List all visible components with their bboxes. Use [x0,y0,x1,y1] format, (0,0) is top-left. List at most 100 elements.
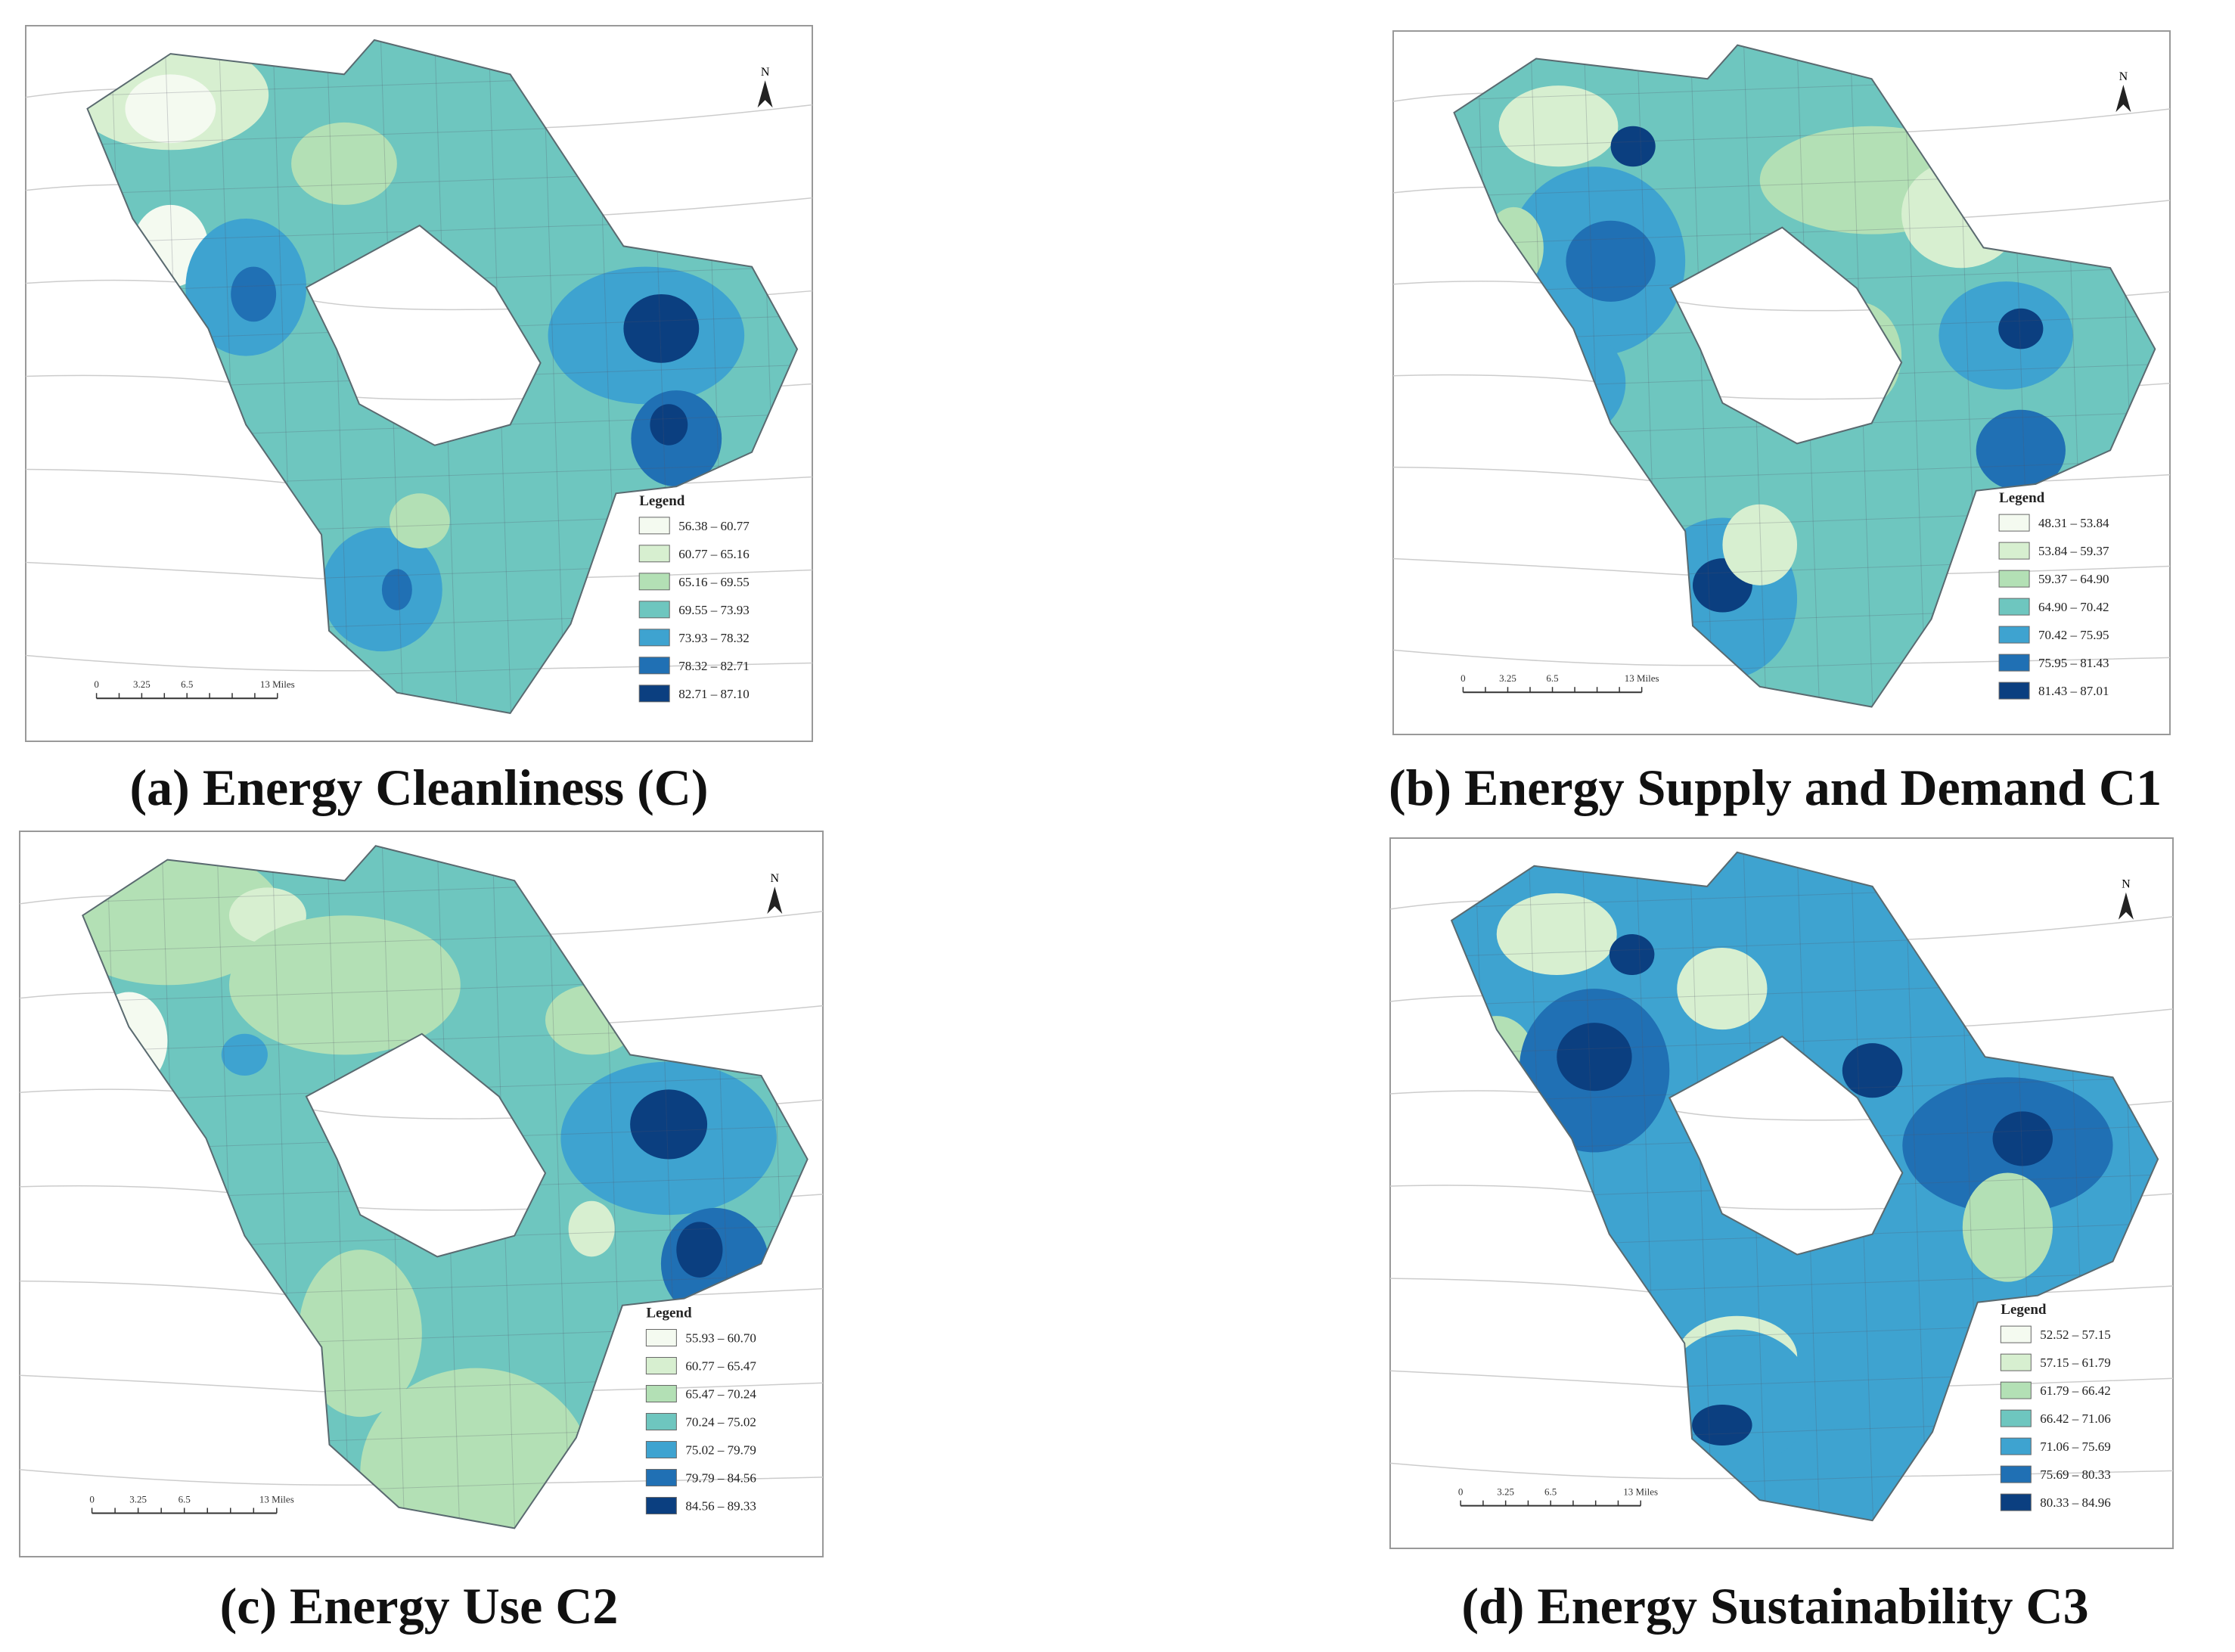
legend-swatch [1998,682,2030,700]
legend-label: 66.42 – 71.06 [2040,1411,2111,1426]
north-arrow [2115,85,2131,113]
class-area [381,569,412,610]
legend-label: 52.52 – 57.15 [2040,1328,2111,1342]
legend-label: 70.42 – 75.95 [2038,628,2109,642]
township-boundary [542,39,566,713]
legend-title: Legend [646,1306,692,1321]
legend-label: 73.93 – 78.32 [678,631,750,645]
scale-label: 3.25 [133,678,151,690]
scale-label: 6.5 [181,678,193,690]
legend-label: 70.24 – 75.02 [685,1415,756,1430]
region-outline [86,39,799,715]
legend-swatch [2000,1381,2032,1399]
class-area [1677,947,1768,1030]
legend-label: 55.93 – 60.70 [685,1331,756,1346]
legend-swatch [2000,1353,2032,1371]
class-area [650,404,688,446]
legend-label: 75.95 – 81.43 [2038,656,2109,670]
legend-swatch [645,1413,677,1431]
legend-label: 65.16 – 69.55 [678,575,750,589]
class-area [676,1222,723,1278]
scale-label: 13 Miles [1623,1486,1658,1498]
north-label: N [770,872,779,885]
background-boundary [1389,1462,2174,1480]
region-outline [1453,44,2156,708]
legend-label: 84.56 – 89.33 [685,1499,756,1514]
legend-swatch [638,517,670,535]
legend-label: 57.15 – 61.79 [2040,1355,2111,1370]
region-classes [87,39,797,713]
class-area [1976,409,2066,491]
class-area [1842,1043,1903,1098]
class-area [1992,1111,2053,1166]
region [87,39,797,713]
region-outline [1450,851,2159,1522]
legend-label: 61.79 – 66.42 [2040,1383,2111,1398]
legend-swatch [645,1357,677,1375]
map-panel: N Legend 52.52 – 57.15 57.15 – 61.79 61.79 –… [1389,837,2174,1549]
legend-swatch [638,685,670,703]
legend-label: 64.90 – 70.42 [2038,600,2109,614]
township-boundary [327,846,351,1529]
class-area [321,527,442,652]
north-label: N [2122,878,2131,891]
legend-label: 79.79 – 84.56 [685,1471,756,1486]
scale-label: 0 [1458,1486,1464,1498]
class-area [125,74,216,144]
legend-swatch [1998,654,2030,672]
legend-label: 59.37 – 64.90 [2038,572,2109,586]
legend-swatch [1998,514,2030,532]
scale-label: 3.25 [1499,672,1516,684]
legend-label: 81.43 – 87.01 [2038,684,2109,698]
legend-label: 71.06 – 75.69 [2040,1439,2111,1454]
class-area [1557,1023,1632,1092]
legend-label: 53.84 – 59.37 [2038,544,2109,558]
class-area [1566,220,1656,302]
scale-label: 3.25 [129,1493,147,1504]
legend-label: 56.38 – 60.77 [678,519,750,533]
legend-label: 65.47 – 70.24 [685,1387,756,1402]
legend-swatch [1998,626,2030,644]
class-area [231,266,277,322]
legend-label: 78.32 – 82.71 [678,659,750,673]
class-area [1692,1404,1752,1446]
background-boundary [1392,649,2171,666]
legend-swatch [645,1469,677,1487]
scale-label: 0 [1461,672,1466,684]
class-area [389,493,450,548]
legend-swatch [2000,1325,2032,1343]
legend-label: 60.77 – 65.16 [678,547,750,561]
legend-swatch [2000,1493,2032,1511]
class-area [623,293,700,363]
legend-swatch [1998,570,2030,588]
background-boundary [19,1469,824,1486]
class-area [228,915,461,1055]
map-panel: N Legend 56.38 – 60.77 60.77 – 65.16 65.16 –… [25,25,813,742]
class-area [1498,85,1619,167]
background-boundary [25,654,813,672]
township-boundary [1690,45,1714,707]
class-area [1722,504,1798,585]
legend-swatch [638,545,670,563]
background-boundary [1389,1370,2174,1390]
class-area [298,1250,422,1418]
scale-label: 13 Miles [260,678,295,690]
legend-label: 75.02 – 79.79 [685,1443,756,1458]
legend-label: 80.33 – 84.96 [2040,1495,2111,1510]
legend-label: 69.55 – 73.93 [678,603,750,617]
class-area [1610,126,1656,167]
panel-caption: (c) Energy Use C2 [220,1577,619,1635]
scale-label: 3.25 [1497,1486,1514,1498]
legend-swatch [638,657,670,675]
township-boundary [547,846,571,1529]
north-arrow [2118,892,2134,920]
class-area [630,1089,708,1160]
legend-swatch [638,629,670,647]
legend-swatch [2000,1465,2032,1483]
scale-label: 6.5 [1544,1486,1557,1498]
legend-title: Legend [2001,1302,2047,1318]
township-boundary [1903,45,1927,707]
north-arrow [757,80,773,108]
class-area [568,1200,615,1257]
